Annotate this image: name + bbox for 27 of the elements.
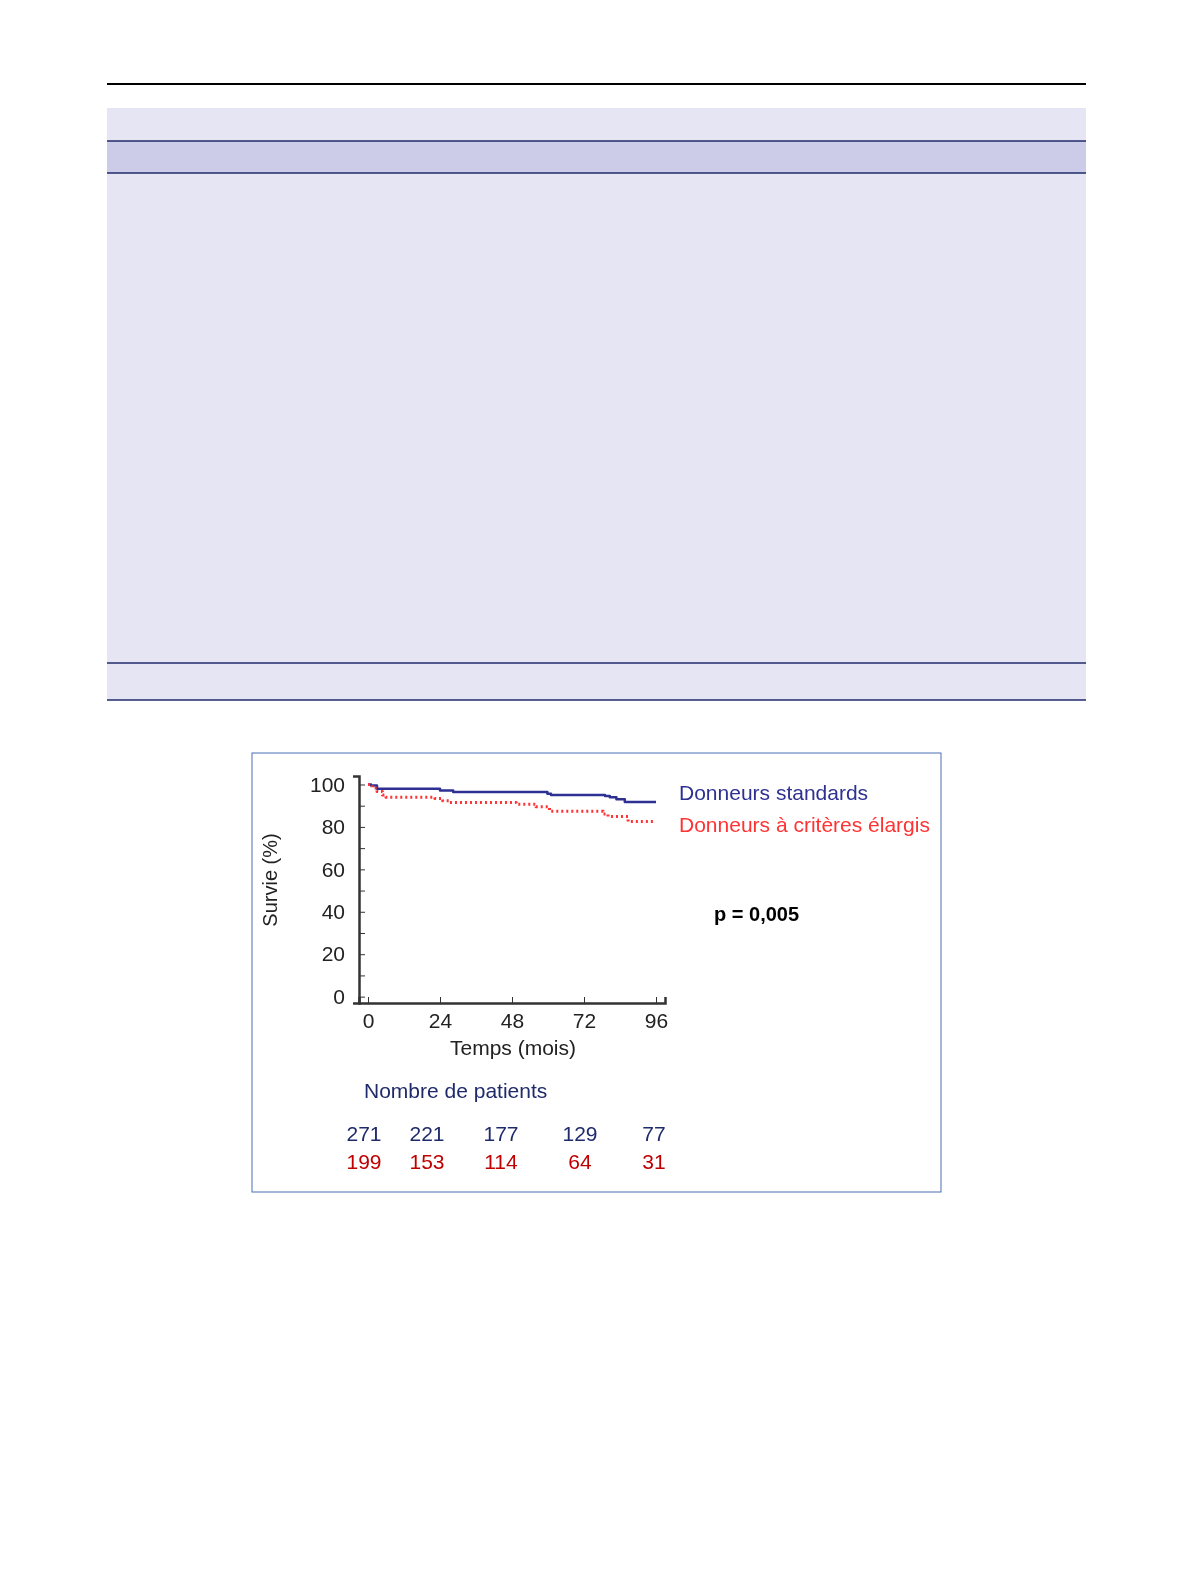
text: 271 bbox=[346, 1122, 382, 1145]
y-tick-label: 0 bbox=[333, 984, 345, 1008]
x-tick-label: 24 bbox=[428, 1008, 453, 1032]
text: p = 0,005 bbox=[714, 903, 800, 925]
text: 153 bbox=[409, 1150, 445, 1173]
x-tick-label: 0 bbox=[362, 1008, 375, 1032]
text: Nombre de patients bbox=[364, 1079, 548, 1102]
y-axis-title: Survie (%) bbox=[259, 833, 281, 927]
text: 77 bbox=[642, 1122, 666, 1145]
text: 129 bbox=[562, 1122, 598, 1145]
text: 199 bbox=[346, 1150, 382, 1173]
x-axis-title: Temps (mois) bbox=[449, 1036, 577, 1059]
series-label: Donneurs standards bbox=[679, 781, 869, 804]
text: 31 bbox=[642, 1150, 666, 1173]
text: 64 bbox=[568, 1150, 592, 1173]
text: 221 bbox=[409, 1122, 445, 1145]
y-tick-label: 80 bbox=[321, 815, 345, 839]
series-label: Donneurs à critères élargis bbox=[679, 813, 930, 836]
y-tick-label: 60 bbox=[321, 857, 345, 881]
y-tick-label: 20 bbox=[321, 942, 345, 966]
x-tick-label: 72 bbox=[572, 1008, 597, 1032]
x-tick-label: 96 bbox=[644, 1008, 669, 1032]
x-tick-label: 48 bbox=[500, 1008, 525, 1032]
y-tick-label: 40 bbox=[321, 900, 345, 923]
text: 177 bbox=[483, 1122, 519, 1145]
text: 114 bbox=[484, 1150, 519, 1173]
y-tick-label: 100 bbox=[309, 772, 345, 796]
